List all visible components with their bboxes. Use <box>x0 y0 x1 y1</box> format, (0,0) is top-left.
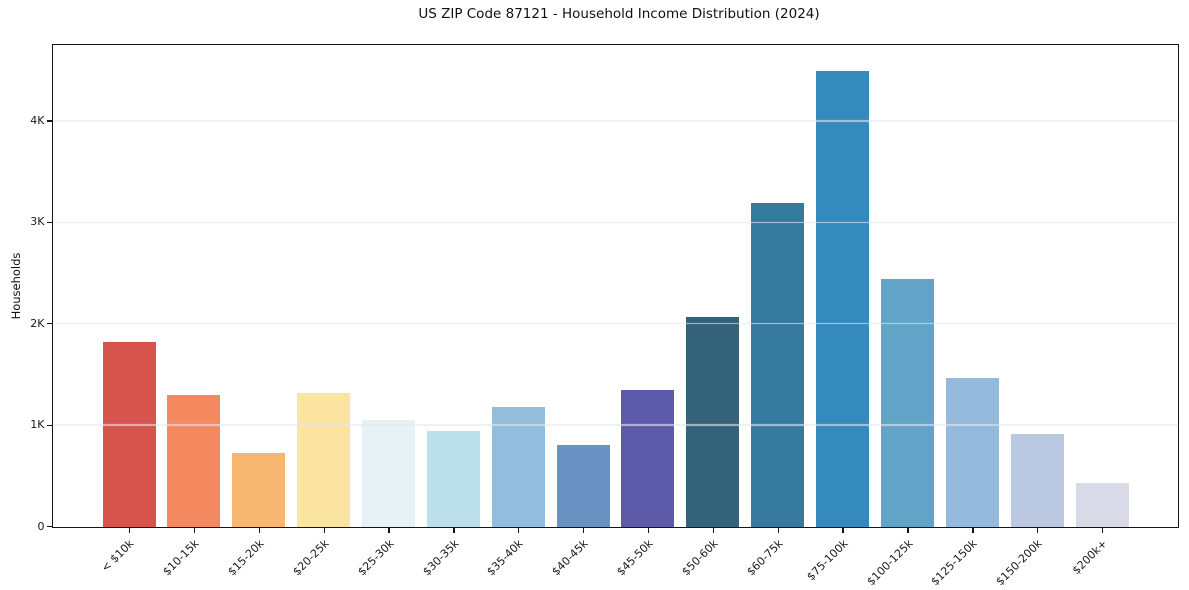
y-tick-mark <box>47 525 53 528</box>
bar-1 <box>167 395 221 527</box>
y-tick-mark <box>47 221 53 224</box>
gridline-2K <box>53 323 1178 325</box>
x-tick-label: < $10k <box>99 537 137 575</box>
x-tick-label: $125-150k <box>928 537 980 589</box>
x-tick-mark <box>1101 526 1104 533</box>
x-tick-label: $60-75k <box>744 537 786 579</box>
x-tick-label: $35-40k <box>484 537 526 579</box>
x-tick-mark <box>518 526 520 533</box>
y-axis-label-text: Households <box>9 252 23 320</box>
x-tick-label: $30-35k <box>419 537 462 579</box>
x-tick-label: $100-125k <box>863 537 916 589</box>
x-tick-mark <box>193 526 196 533</box>
bar-15 <box>1075 483 1129 527</box>
bar-8 <box>621 390 675 527</box>
y-tick-label: 3K <box>30 215 45 229</box>
x-tick-mark <box>582 526 585 533</box>
x-tick-mark <box>777 526 779 533</box>
chart-title: US ZIP Code 87121 - Household Income Dis… <box>418 6 820 22</box>
x-tick-mark <box>1037 526 1039 533</box>
gridline-4K <box>53 120 1178 122</box>
x-tick-label: $25-30k <box>354 537 397 579</box>
bar-14 <box>1010 433 1064 527</box>
x-tick-mark <box>388 526 390 533</box>
x-tick-label: $20-25k <box>290 537 332 579</box>
y-tick-mark <box>47 323 53 325</box>
x-tick-label: $50-60k <box>679 537 721 579</box>
x-tick-label: $10-15k <box>160 537 202 579</box>
x-tick-label: $75-100k <box>804 537 851 584</box>
bar-13 <box>945 378 999 527</box>
x-tick-mark <box>258 526 260 533</box>
bar-7 <box>556 444 610 527</box>
bar-0 <box>102 341 156 527</box>
x-tick-mark <box>128 526 131 533</box>
gridline-1K <box>53 424 1178 426</box>
y-tick-label: 1K <box>30 418 45 432</box>
x-tick-label: $200k+ <box>1069 537 1110 578</box>
x-tick-label: $150-200k <box>993 537 1045 589</box>
x-tick-mark <box>453 526 455 533</box>
x-tick-mark <box>712 526 715 533</box>
bar-10 <box>751 202 805 527</box>
x-tick-mark <box>842 526 844 533</box>
bar-4 <box>361 419 415 527</box>
x-tick-mark <box>907 526 909 533</box>
bar-12 <box>880 278 934 527</box>
y-tick-label: 2K <box>30 316 45 330</box>
x-tick-label: $40-45k <box>549 537 591 579</box>
x-tick-label: $45-50k <box>614 537 656 579</box>
bar-9 <box>686 317 740 527</box>
plot-area <box>52 44 1179 528</box>
bar-5 <box>426 430 480 527</box>
x-tick-mark <box>972 526 974 533</box>
bar-6 <box>491 407 545 527</box>
x-tick-mark <box>647 526 650 533</box>
y-tick-label: 4K <box>30 114 45 128</box>
bar-11 <box>816 70 870 527</box>
bar-3 <box>297 393 351 527</box>
bar-2 <box>232 453 286 527</box>
y-tick-mark <box>47 424 53 426</box>
gridline-3K <box>53 221 1178 223</box>
y-tick-label: 0 <box>37 519 45 533</box>
x-tick-label: $15-20k <box>225 537 267 579</box>
y-tick-mark <box>47 120 53 122</box>
x-tick-mark <box>323 526 325 533</box>
